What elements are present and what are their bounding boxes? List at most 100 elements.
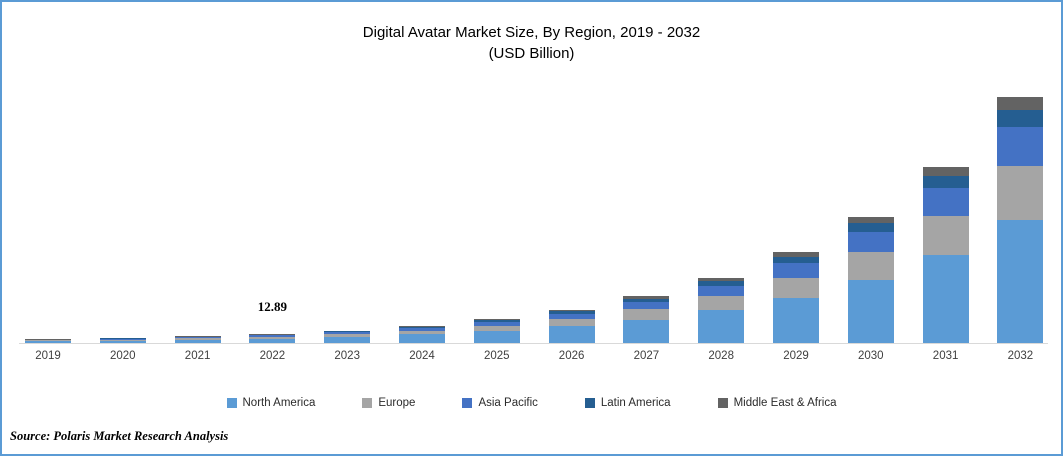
legend-item-latin-america: Latin America (584, 397, 671, 409)
bar-segment-europe (174, 338, 221, 340)
bar-segment-latin-america (249, 334, 296, 336)
bar-segment-latin-america (847, 222, 894, 232)
legend-item-asia-pacific: Asia Pacific (462, 397, 538, 409)
bar-segment-asia-pacific (773, 263, 819, 278)
legend-label: North America (242, 397, 316, 409)
bar-segment-north-america (548, 326, 595, 343)
x-tick-2030: 2030 (858, 350, 884, 362)
bar-segment-latin-america (473, 320, 520, 322)
bar-segment-middle-east-africa (773, 252, 819, 257)
bar-2019 (25, 339, 71, 343)
legend-swatch-icon (226, 398, 237, 408)
bar-segment-europe (922, 216, 969, 255)
bar-segment-middle-east-africa (399, 325, 445, 327)
x-tick-2031: 2031 (932, 350, 959, 362)
legend-item-middle-east-africa: Middle East & Africa (717, 397, 836, 409)
bar-segment-asia-pacific (399, 327, 445, 331)
x-tick-2024: 2024 (409, 350, 435, 362)
bar-segment-europe (548, 318, 595, 327)
bar-segment-north-america (773, 297, 819, 343)
bar-segment-middle-east-africa (473, 319, 520, 321)
bar-segment-asia-pacific (249, 335, 296, 337)
bar-segment-latin-america (698, 281, 745, 286)
bar-segment-asia-pacific (473, 321, 520, 326)
bar-segment-north-america (698, 310, 745, 343)
x-tick-2032: 2032 (1007, 350, 1034, 362)
legend-item-europe: Europe (362, 397, 415, 409)
bar-segment-europe (473, 325, 520, 331)
x-tick-2020: 2020 (110, 350, 136, 362)
bar-segment-asia-pacific (324, 332, 371, 335)
bar-segment-north-america (473, 330, 520, 343)
legend-label: Asia Pacific (478, 397, 538, 409)
data-label-2022: 12.89 (257, 299, 288, 315)
x-tick-2022: 2022 (259, 350, 286, 362)
bar-segment-asia-pacific (623, 301, 670, 310)
bar-segment-north-america (623, 319, 670, 343)
bar-2030 (847, 216, 894, 343)
bar-2023 (324, 330, 371, 343)
bar-segment-asia-pacific (997, 126, 1044, 167)
bar-segment-latin-america (324, 331, 371, 333)
bar-segment-asia-pacific (25, 339, 71, 341)
bar-segment-asia-pacific (922, 187, 969, 217)
bar-segment-asia-pacific (174, 337, 221, 339)
bar-segment-latin-america (399, 326, 445, 328)
bar-2029 (773, 252, 819, 343)
bar-segment-latin-america (997, 109, 1044, 127)
bar-segment-latin-america (773, 256, 819, 264)
chart-title-line1: Digital Avatar Market Size, By Region, 2… (362, 24, 701, 41)
legend-swatch-icon (584, 398, 595, 408)
source-note: Source: Polaris Market Research Analysis (10, 429, 229, 443)
bar-2026 (548, 309, 595, 343)
x-axis-labels: 2019 2020 2021 2022 2023 2024 2025 2026 2027 2028… (19, 350, 1048, 366)
bar-segment-middle-east-africa (548, 309, 595, 312)
bar-segment-middle-east-africa (997, 97, 1044, 110)
x-tick-2019: 2019 (35, 350, 61, 362)
bar-segment-middle-east-africa (623, 296, 670, 299)
bar-segment-europe (623, 309, 670, 320)
bar-2025 (473, 319, 520, 343)
plot-area: 12.89 (19, 2, 1048, 344)
bar-2022 (249, 334, 296, 343)
bar-segment-latin-america (623, 298, 670, 302)
x-tick-2025: 2025 (484, 350, 510, 362)
bar-2024 (399, 325, 445, 343)
legend-swatch-icon (462, 398, 473, 408)
chart-title: Digital Avatar Market Size, By Region, 2… (2, 22, 1061, 64)
bar-segment-north-america (399, 334, 445, 343)
bar-segment-latin-america (922, 175, 969, 188)
legend-label: Latin America (600, 397, 671, 409)
legend-swatch-icon (717, 398, 728, 408)
legend-swatch-icon (362, 398, 373, 408)
bar-segment-north-america (847, 279, 894, 343)
bar-segment-north-america (25, 341, 71, 343)
bar-segment-europe (99, 339, 146, 341)
bar-segment-europe (847, 251, 894, 280)
bar-segment-europe (25, 340, 71, 342)
bar-segment-north-america (174, 339, 221, 343)
bar-segment-north-america (997, 220, 1044, 343)
bar-segment-middle-east-africa (847, 216, 894, 223)
legend-item-north-america: North America (226, 397, 316, 409)
bar-segment-europe (698, 296, 745, 311)
bar-segment-north-america (99, 340, 146, 343)
bar-segment-middle-east-africa (922, 166, 969, 176)
bar-2027 (623, 296, 670, 343)
bar-segment-north-america (922, 254, 969, 343)
bar-2032 (997, 97, 1044, 343)
bar-segment-europe (399, 330, 445, 335)
chart-title-line2: (USD Billion) (488, 45, 575, 62)
bar-segment-middle-east-africa (324, 330, 371, 332)
bar-segment-europe (324, 334, 371, 337)
bar-segment-latin-america (548, 311, 595, 314)
bar-segment-europe (997, 166, 1044, 221)
bar-segment-europe (249, 336, 296, 339)
legend-label: Europe (378, 397, 416, 409)
x-tick-2023: 2023 (334, 350, 360, 362)
bar-2021 (174, 336, 221, 343)
bar-segment-europe (773, 277, 819, 298)
bar-segment-asia-pacific (847, 231, 894, 252)
bar-segment-asia-pacific (99, 338, 146, 340)
